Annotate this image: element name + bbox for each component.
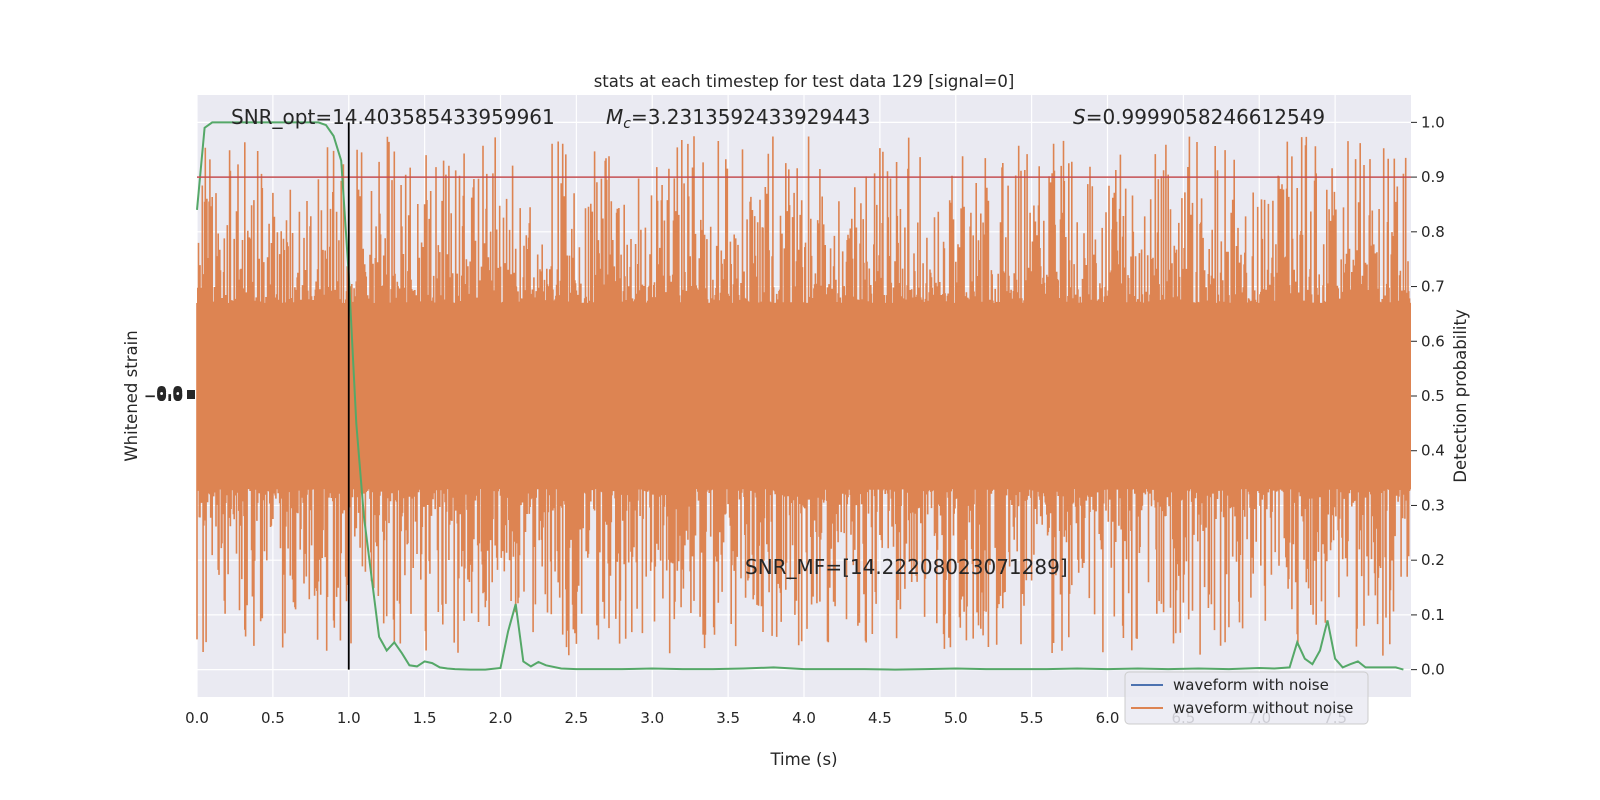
x-tick-label: 5.0 <box>944 709 968 727</box>
x-tick-label: 3.5 <box>716 709 740 727</box>
x-tick-label: 2.0 <box>489 709 513 727</box>
x-tick-label: 1.0 <box>337 709 361 727</box>
y-tick-label-right: 0.0 <box>1421 661 1445 679</box>
x-tick-label: 0.5 <box>261 709 285 727</box>
annotation-s: S=0.9999058246612549 <box>1073 105 1325 129</box>
legend-label-waveform-with-noise: waveform with noise <box>1173 676 1329 694</box>
y-tick-label-right: 0.9 <box>1421 168 1445 186</box>
y-axis-label-right: Detection probability <box>1451 309 1470 483</box>
x-axis-label: Time (s) <box>769 750 837 769</box>
series-waveform-without-noise <box>196 136 1411 656</box>
s-value: =0.9999058246612549 <box>1086 105 1325 129</box>
legend: waveform with noise waveform without noi… <box>1124 671 1369 725</box>
chart-title: stats at each timestep for test data 129… <box>594 72 1015 91</box>
x-tick-label: 2.5 <box>564 709 588 727</box>
mc-value: =3.2313592433929443 <box>631 105 870 129</box>
left-tick-label: 0.0 <box>156 383 183 401</box>
y-tick-label-right: 0.3 <box>1421 496 1445 514</box>
x-tick-label: 4.5 <box>868 709 892 727</box>
y-tick-label-right: 0.8 <box>1421 223 1445 241</box>
legend-label-waveform-without-noise: waveform without noise <box>1173 699 1353 717</box>
mc-symbol: M <box>606 105 623 129</box>
probability-line <box>196 121 1404 671</box>
mc-subscript: c <box>623 116 631 132</box>
y-tick-label-right: 0.4 <box>1421 442 1445 460</box>
y-tick-label-right: 0.1 <box>1421 606 1445 624</box>
noise-spikes <box>196 136 1411 656</box>
y-tick-label-right: 0.7 <box>1421 278 1445 296</box>
x-tick-label: 3.0 <box>640 709 664 727</box>
tick-labels: 0.00.51.01.52.02.53.03.54.04.55.05.56.06… <box>185 113 1445 727</box>
x-tick-label: 6.0 <box>1096 709 1120 727</box>
annotation-snr-opt: SNR_opt=14.403585433959961 <box>231 105 555 129</box>
reference-lines <box>197 122 1411 670</box>
legend-box <box>1124 671 1369 725</box>
left-tick-blob <box>187 390 195 399</box>
x-tick-label: 4.0 <box>792 709 816 727</box>
x-tick-label: 0.0 <box>185 709 209 727</box>
series-detection-probability <box>196 121 1404 671</box>
x-tick-label: 1.5 <box>413 709 437 727</box>
left-tick-label: −0.0 <box>144 387 183 405</box>
left-tick-label: 0.0 <box>156 385 183 403</box>
y-axis-label-left: Whitened strain <box>122 330 141 461</box>
left-axis-tick-labels: −0.00.00.0 <box>144 383 195 405</box>
y-tick-label-right: 0.2 <box>1421 551 1445 569</box>
annotation-chirp-mass: Mc=3.2313592433929443 <box>606 105 870 132</box>
y-tick-label-right: 0.5 <box>1421 387 1445 405</box>
y-tick-label-right: 0.6 <box>1421 332 1445 350</box>
s-symbol: S <box>1073 105 1086 129</box>
x-tick-label: 5.5 <box>1020 709 1044 727</box>
y-tick-label-right: 1.0 <box>1421 113 1445 131</box>
annotation-snr-mf: SNR_MF=[14.22208023071289] <box>745 555 1068 579</box>
